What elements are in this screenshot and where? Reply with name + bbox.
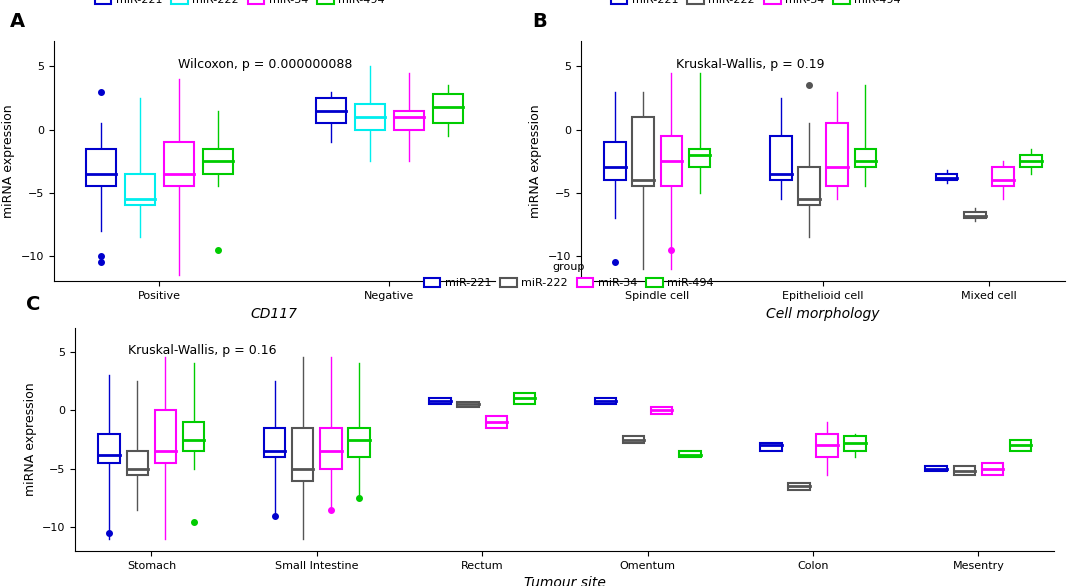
- FancyBboxPatch shape: [433, 94, 463, 123]
- Legend: miR-221, miR-222, miR-34, miR-494: miR-221, miR-222, miR-34, miR-494: [611, 0, 901, 5]
- FancyBboxPatch shape: [355, 104, 384, 130]
- FancyBboxPatch shape: [964, 212, 986, 218]
- Y-axis label: miRNA expression: miRNA expression: [24, 383, 37, 496]
- Text: B: B: [533, 12, 548, 31]
- Text: Wilcoxon, p = 0.000000088: Wilcoxon, p = 0.000000088: [179, 58, 353, 71]
- FancyBboxPatch shape: [789, 483, 809, 490]
- Legend: miR-221, miR-222, miR-34, miR-494: miR-221, miR-222, miR-34, miR-494: [95, 0, 385, 5]
- FancyBboxPatch shape: [760, 443, 781, 451]
- FancyBboxPatch shape: [826, 123, 848, 186]
- Legend: miR-221, miR-222, miR-34, miR-494: miR-221, miR-222, miR-34, miR-494: [424, 263, 713, 288]
- FancyBboxPatch shape: [394, 111, 424, 130]
- X-axis label: Tumour site: Tumour site: [524, 576, 606, 586]
- FancyBboxPatch shape: [164, 142, 194, 186]
- FancyBboxPatch shape: [513, 393, 535, 404]
- X-axis label: CD117: CD117: [251, 306, 298, 321]
- FancyBboxPatch shape: [605, 142, 626, 180]
- FancyBboxPatch shape: [485, 416, 507, 428]
- FancyBboxPatch shape: [1020, 155, 1042, 168]
- FancyBboxPatch shape: [1009, 440, 1031, 451]
- FancyBboxPatch shape: [817, 434, 838, 457]
- Text: Kruskal-Wallis, p = 0.16: Kruskal-Wallis, p = 0.16: [128, 344, 277, 357]
- FancyBboxPatch shape: [125, 174, 155, 206]
- FancyBboxPatch shape: [320, 428, 341, 469]
- FancyBboxPatch shape: [595, 398, 617, 404]
- FancyBboxPatch shape: [264, 428, 285, 457]
- FancyBboxPatch shape: [429, 398, 451, 404]
- FancyBboxPatch shape: [99, 434, 121, 463]
- Text: Kruskal-Wallis, p = 0.19: Kruskal-Wallis, p = 0.19: [676, 58, 825, 71]
- FancyBboxPatch shape: [992, 168, 1014, 186]
- FancyBboxPatch shape: [203, 148, 233, 174]
- X-axis label: Cell morphology: Cell morphology: [766, 306, 880, 321]
- FancyBboxPatch shape: [651, 407, 672, 414]
- FancyBboxPatch shape: [349, 428, 370, 457]
- FancyBboxPatch shape: [953, 466, 975, 475]
- FancyBboxPatch shape: [981, 463, 1003, 475]
- FancyBboxPatch shape: [798, 168, 820, 206]
- FancyBboxPatch shape: [770, 136, 792, 180]
- Y-axis label: miRNA expression: miRNA expression: [529, 104, 542, 218]
- FancyBboxPatch shape: [925, 466, 947, 471]
- FancyBboxPatch shape: [661, 136, 682, 186]
- FancyBboxPatch shape: [155, 410, 176, 463]
- FancyBboxPatch shape: [623, 436, 645, 443]
- FancyBboxPatch shape: [183, 422, 204, 451]
- Y-axis label: miRNA expression: miRNA expression: [2, 104, 15, 218]
- FancyBboxPatch shape: [86, 148, 116, 186]
- FancyBboxPatch shape: [854, 148, 876, 168]
- FancyBboxPatch shape: [936, 174, 958, 180]
- FancyBboxPatch shape: [457, 402, 479, 407]
- Text: C: C: [27, 295, 41, 314]
- FancyBboxPatch shape: [315, 98, 345, 123]
- FancyBboxPatch shape: [127, 451, 148, 475]
- Text: A: A: [10, 12, 25, 31]
- FancyBboxPatch shape: [633, 117, 654, 186]
- FancyBboxPatch shape: [689, 148, 710, 168]
- FancyBboxPatch shape: [292, 428, 313, 481]
- FancyBboxPatch shape: [845, 436, 866, 451]
- FancyBboxPatch shape: [679, 451, 700, 457]
